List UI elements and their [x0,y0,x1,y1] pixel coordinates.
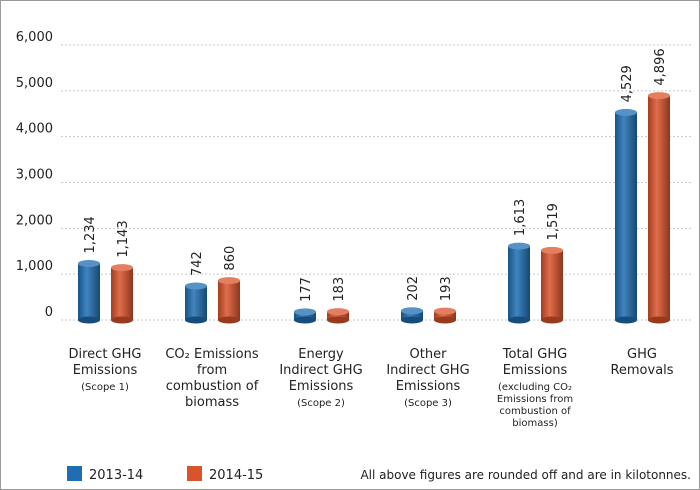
category-label-line: biomass) [512,418,558,429]
legend-entry: 2014-15 [187,466,263,483]
category-label-line: (excluding CO₂ [498,382,572,393]
category-label-line: Total GHG [502,347,567,362]
data-label: 1,234 [83,216,98,253]
data-label: 193 [439,276,454,301]
category-label-line: combustion of [499,406,571,417]
category-label-line: CO₂ Emissions [165,347,258,362]
bar [111,264,133,324]
bar [648,92,670,324]
y-axis-ticks: 0 1,000 2,000 3,000 4,000 5,000 6,000 [16,30,53,320]
category-label-line: GHG [627,347,657,362]
y-tick-label: 3,000 [16,168,53,183]
data-label: 4,529 [620,65,635,102]
legend-label: 2014-15 [209,468,263,483]
y-tick-label: 0 [45,305,53,320]
y-tick-label: 5,000 [16,76,53,91]
category-label-line: from [197,363,227,378]
category-label-line: Emissions [289,379,354,394]
data-label: 177 [299,277,314,302]
gridlines [61,44,691,321]
legend-entry: 2013-14 [67,466,143,483]
bar [541,246,563,324]
data-label: 183 [332,277,347,302]
data-labels: 1,234 742 177 202 1,613 4,529 1,143 860 183 193 1,… [83,48,668,302]
data-label: 4,896 [653,48,668,85]
category-label-line: Emissions [73,363,138,378]
y-tick-label: 6,000 [16,30,53,45]
category-label-line: Indirect GHG [386,363,469,378]
category-label-line: Energy [298,347,344,362]
category-label-line: Emissions [396,379,461,394]
bar [508,242,530,324]
bars [78,92,670,324]
y-tick-label: 2,000 [16,213,53,228]
category-label-line: (Scope 2) [297,398,345,409]
footnote: All above figures are rounded off and ar… [360,468,691,482]
category-label-line: Emissions [503,363,568,378]
data-label: 742 [190,251,205,276]
bar [294,308,316,324]
category-label-line: combustion of [166,379,259,394]
bar [401,307,423,324]
data-label: 1,613 [513,199,528,236]
legend: 2013-14 2014-15 [67,466,263,483]
bar [218,277,240,324]
y-tick-label: 4,000 [16,122,53,137]
category-label-line: (Scope 1) [81,382,129,393]
data-label: 202 [406,276,421,301]
legend-swatch [67,466,82,481]
data-label: 1,519 [546,203,561,240]
category-label-line: biomass [185,395,239,410]
bar [185,282,207,324]
category-label-line: Direct GHG [69,347,142,362]
category-label-line: (Scope 3) [404,398,452,409]
bar [78,259,100,324]
y-tick-label: 1,000 [16,259,53,274]
data-label: 1,143 [116,220,131,257]
bar [615,108,637,324]
category-label-line: Emissions from [497,394,573,405]
bar [327,308,349,324]
category-label-line: Indirect GHG [279,363,362,378]
category-label-line: Other [410,347,448,362]
category-label-line: Removals [610,363,673,378]
bar [434,307,456,324]
legend-label: 2013-14 [89,468,143,483]
legend-swatch [187,466,202,481]
data-label: 860 [223,246,238,271]
